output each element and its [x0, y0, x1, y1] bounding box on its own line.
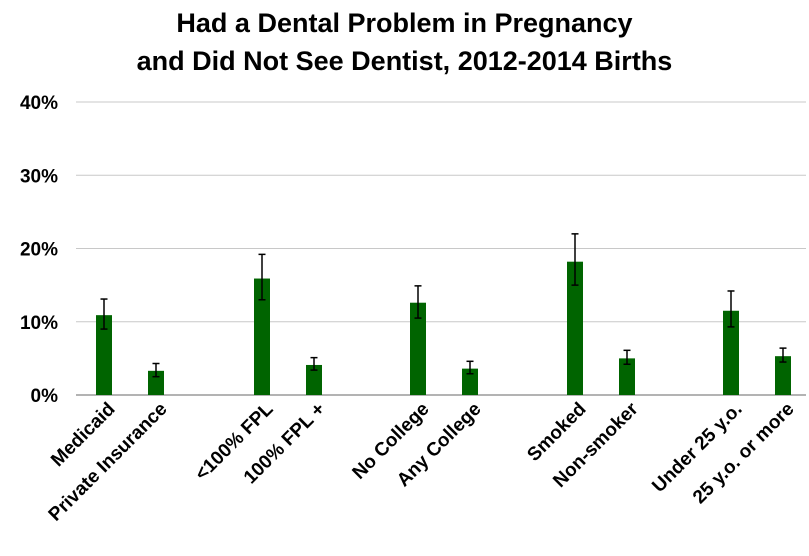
error-bar: [571, 233, 579, 286]
y-tick-label: 20%: [20, 240, 58, 261]
error-bar: [779, 347, 787, 363]
bars: [96, 261, 791, 395]
error-bar: [466, 360, 474, 375]
error-bar: [100, 298, 108, 330]
bar: [567, 261, 583, 395]
y-tick-label: 0%: [31, 386, 59, 407]
bar: [306, 364, 322, 395]
error-bar: [414, 285, 422, 319]
y-tick-label: 10%: [20, 313, 58, 334]
bar: [775, 356, 791, 395]
y-axis-ticks: 0% 10% 20% 30% 40%: [20, 93, 58, 407]
y-tick-label: 40%: [20, 93, 58, 114]
bar: [619, 358, 635, 395]
bar: [254, 278, 270, 395]
chart-title-line2: and Did Not See Dentist, 2012-2014 Birth…: [136, 46, 673, 76]
error-bar: [152, 362, 160, 378]
y-tick-label: 30%: [20, 166, 58, 187]
error-bars: [100, 233, 787, 378]
error-bar: [623, 349, 631, 365]
chart-title: Had a Dental Problem in Pregnancy and Di…: [0, 4, 809, 80]
bar: [96, 315, 112, 395]
chart-title-line1: Had a Dental Problem in Pregnancy: [176, 8, 633, 38]
bar: [462, 368, 478, 395]
category-label: Under 25 y.o.: [648, 399, 746, 497]
error-bar: [727, 290, 735, 328]
error-bar: [310, 356, 318, 371]
gridlines: [76, 101, 806, 396]
bar: [723, 310, 739, 395]
bar: [148, 370, 164, 395]
bar: [410, 302, 426, 395]
error-bar: [258, 253, 266, 301]
